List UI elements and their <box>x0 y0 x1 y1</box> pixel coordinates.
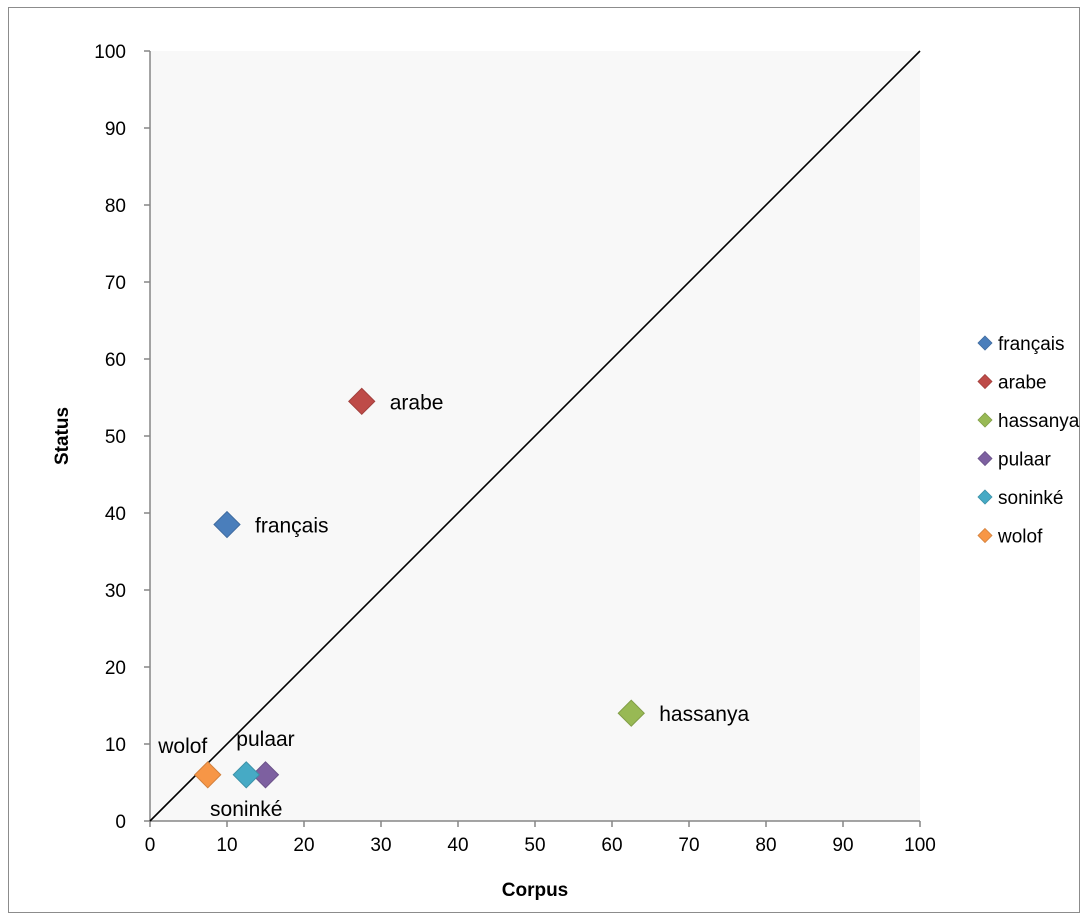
y-tick-label: 90 <box>105 119 126 140</box>
scatter-point <box>251 761 280 789</box>
x-tick-label: 0 <box>145 835 156 856</box>
scatter-point <box>617 699 645 727</box>
data-label: soninké <box>210 798 282 821</box>
x-axis-title: Corpus <box>502 880 569 901</box>
x-tick-label: 20 <box>293 835 314 856</box>
x-tick-label: 70 <box>678 835 699 856</box>
x-tick-label: 60 <box>601 835 622 856</box>
y-tick-label: 80 <box>105 196 126 217</box>
legend-label: hassanya <box>998 411 1080 432</box>
data-label: wolof <box>157 735 207 758</box>
scatter-point <box>348 387 376 416</box>
data-label: pulaar <box>236 728 294 751</box>
legend-label: pulaar <box>998 450 1051 471</box>
y-tick-label: 100 <box>94 42 126 63</box>
y-axis-title: Status <box>52 407 73 465</box>
scatter-point <box>213 510 241 539</box>
x-tick-label: 80 <box>755 835 776 856</box>
data-labels: français arabe hassanya pulaar soninké wolof <box>157 391 749 820</box>
y-tick-label: 40 <box>105 504 126 525</box>
legend-marker <box>977 373 993 390</box>
legend-marker <box>977 335 993 351</box>
data-label: français <box>255 515 329 538</box>
y-tick-label: 70 <box>105 273 126 294</box>
diagonal-reference-line <box>149 50 921 822</box>
legend-marker <box>977 527 993 544</box>
legend-label: wolof <box>997 527 1043 548</box>
data-label: arabe <box>390 391 444 414</box>
scatter-point <box>232 761 260 789</box>
data-points <box>194 387 645 789</box>
legend-marker <box>977 489 993 505</box>
y-tick-label: 60 <box>105 350 126 371</box>
x-tick-label: 90 <box>832 835 853 856</box>
data-label: hassanya <box>659 703 749 726</box>
x-tick-label: 10 <box>216 835 237 856</box>
y-tick-label: 30 <box>105 581 126 602</box>
x-tick-label: 40 <box>447 835 468 856</box>
reference-line-layer <box>149 50 921 822</box>
x-tick-label: 30 <box>370 835 391 856</box>
legend-marker <box>977 450 993 467</box>
legend-label: soninké <box>998 488 1064 509</box>
legend-marker <box>977 412 993 428</box>
scatter-point <box>194 761 222 789</box>
y-tick-label: 50 <box>105 427 126 448</box>
axes: 0 10 20 30 40 50 60 70 80 90 100 0 10 20 30 40 50 60 70 80 9… <box>94 42 936 856</box>
x-tick-label: 100 <box>904 835 936 856</box>
legend-label: arabe <box>998 373 1047 394</box>
x-tick-label: 50 <box>524 835 545 856</box>
y-tick-label: 0 <box>115 812 126 833</box>
y-tick-label: 10 <box>105 735 126 756</box>
y-tick-label: 20 <box>105 658 126 679</box>
legend-label: français <box>998 334 1065 355</box>
legend: français arabe hassanya pulaar soninké wolof <box>977 334 1080 548</box>
